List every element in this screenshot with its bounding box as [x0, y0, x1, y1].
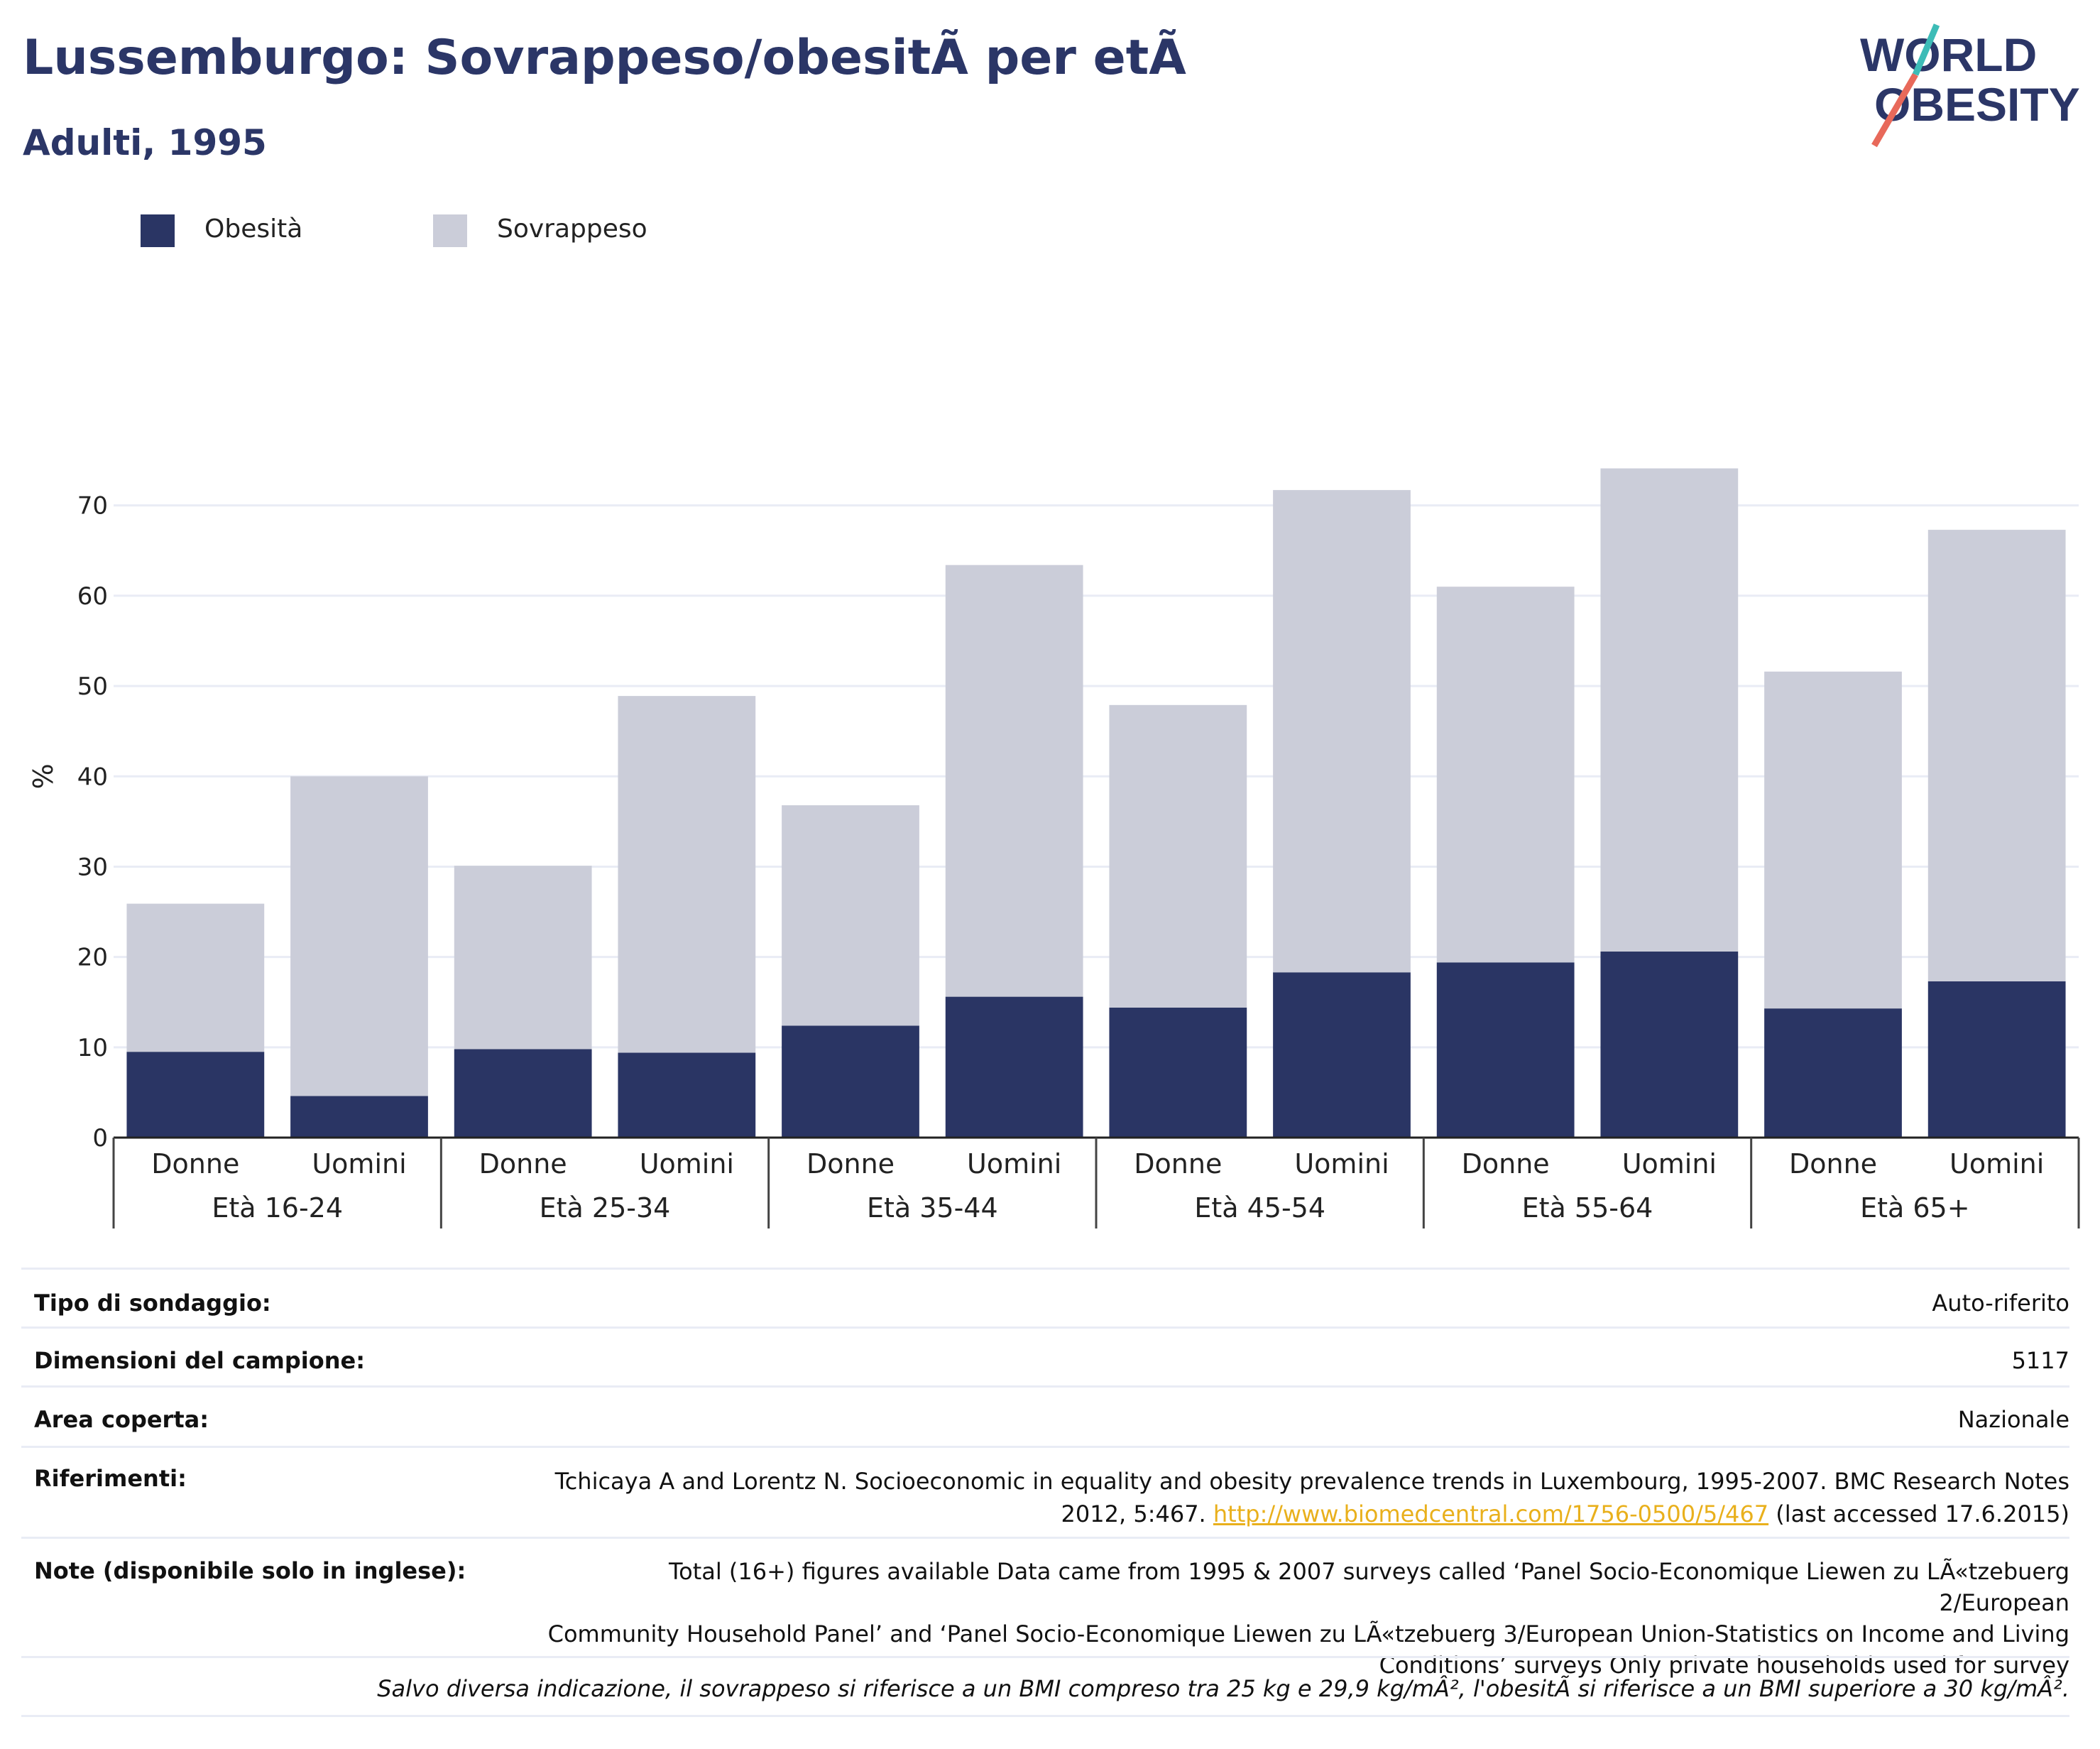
x-tick-label: Uomini	[312, 1148, 406, 1179]
info-row-references: Riferimenti: Tchicaya A and Lorentz N. S…	[21, 1446, 2069, 1537]
bar-sovrappeso	[782, 805, 919, 1026]
x-tick-label: Uomini	[1949, 1148, 2044, 1179]
info-row-notes: Note (disponibile solo in inglese): Tota…	[21, 1537, 2069, 1679]
x-tick-label: Uomini	[967, 1148, 1061, 1179]
y-tick-label: 30	[77, 853, 108, 881]
bar-obesita	[1273, 972, 1411, 1138]
group-label: Età 16-24	[212, 1192, 343, 1224]
x-tick-label: Donne	[1462, 1148, 1550, 1179]
y-tick-label: 40	[77, 763, 108, 791]
y-tick-label: 10	[77, 1034, 108, 1062]
x-tick-label: Donne	[806, 1148, 895, 1179]
info-key: Area coperta:	[34, 1406, 209, 1433]
info-row-footnote: Salvo diversa indicazione, il sovrappeso…	[21, 1656, 2069, 1717]
bar-obesita	[1600, 952, 1739, 1138]
group-label: Età 55-64	[1522, 1192, 1653, 1224]
bar-obesita	[1109, 1007, 1247, 1138]
survey-info-table: Tipo di sondaggio: Auto-riferito Dimensi…	[21, 1268, 2069, 1717]
info-value: 5117	[2011, 1347, 2069, 1374]
world-obesity-logo: WORLD OBESITY	[1860, 23, 2080, 148]
y-tick-label: 0	[92, 1124, 108, 1153]
info-row-area: Area coperta: Nazionale	[21, 1385, 2069, 1446]
reference-text: 2012, 5:467.	[1061, 1500, 1206, 1527]
bar-sovrappeso	[1600, 468, 1739, 952]
legend-label-sovrappeso: Sovrappeso	[497, 214, 647, 244]
info-value: Auto-riferito	[1932, 1290, 2069, 1317]
logo-slash-coral	[1871, 72, 1918, 148]
x-tick-label: Donne	[1789, 1148, 1877, 1179]
group-label: Età 25-34	[540, 1192, 671, 1224]
bar-obesita	[1436, 962, 1575, 1138]
legend-swatch-obesita	[141, 214, 175, 247]
bar-sovrappeso	[1273, 490, 1411, 973]
bar-sovrappeso	[1436, 587, 1575, 963]
stacked-bar-chart: 0 10 20 30 40 50 60 70% Donne Uomini Donne Uomini Do…	[28, 468, 2080, 1228]
notes-text: Community Household Panel’ and ‘Panel So…	[547, 1620, 2069, 1647]
x-tick-label: Donne	[479, 1148, 567, 1179]
notes-text: Total (16+) figures available Data came …	[669, 1558, 2069, 1616]
bar-obesita	[126, 1052, 265, 1138]
bar-sovrappeso	[290, 776, 428, 1096]
y-tick-label: 20	[77, 944, 108, 972]
logo-line-1: WORLD	[1860, 28, 2037, 81]
info-key: Tipo di sondaggio:	[34, 1290, 271, 1317]
y-tick-label: 70	[77, 492, 108, 521]
info-key: Note (disponibile solo in inglese):	[34, 1557, 466, 1584]
y-tick-label: 60	[77, 582, 108, 611]
info-key: Dimensioni del campione:	[34, 1347, 366, 1374]
x-tick-label: Donne	[1134, 1148, 1222, 1179]
bar-sovrappeso	[1927, 530, 2066, 981]
page-subtitle: Adulti, 1995	[23, 122, 267, 163]
group-label: Età 65+	[1860, 1192, 1969, 1224]
logo-line-2: OBESITY	[1874, 78, 2080, 131]
logo-slash-teal	[1912, 23, 1940, 76]
info-row-sample-size: Dimensioni del campione: 5117	[21, 1326, 2069, 1385]
group-label: Età 45-54	[1194, 1192, 1325, 1224]
y-tick-label: 50	[77, 672, 108, 701]
bar-sovrappeso	[618, 696, 756, 1053]
y-axis-label: %	[28, 763, 59, 789]
page-title: Lussemburgo: Sovrappeso/obesitÃ per etÃ	[23, 30, 1186, 86]
group-label: Età 35-44	[867, 1192, 998, 1224]
reference-link[interactable]: http://www.biomedcentral.com/1756-0500/5…	[1213, 1500, 1769, 1527]
info-value: Nazionale	[1957, 1406, 2069, 1433]
bar-obesita	[454, 1049, 592, 1138]
info-key: Riferimenti:	[34, 1465, 187, 1492]
bar-obesita	[782, 1025, 919, 1138]
bar-sovrappeso	[1764, 671, 1902, 1009]
bar-sovrappeso	[1109, 704, 1247, 1008]
bar-sovrappeso	[945, 565, 1083, 997]
x-tick-label: Uomini	[640, 1148, 734, 1179]
info-row-survey-type: Tipo di sondaggio: Auto-riferito	[21, 1268, 2069, 1326]
reference-text: (last accessed 17.6.2015)	[1776, 1500, 2069, 1527]
x-tick-label: Donne	[151, 1148, 239, 1179]
x-tick-label: Uomini	[1622, 1148, 1717, 1179]
bar-obesita	[1764, 1008, 1902, 1138]
info-value: Total (16+) figures available Data came …	[532, 1539, 2069, 1681]
info-value: Tchicaya A and Lorentz N. Socioeconomic …	[532, 1448, 2069, 1530]
bar-obesita	[1927, 981, 2066, 1138]
bar-sovrappeso	[454, 866, 592, 1050]
footnote: Salvo diversa indicazione, il sovrappeso…	[377, 1675, 2069, 1702]
x-tick-label: Uomini	[1294, 1148, 1389, 1179]
bar-obesita	[290, 1096, 428, 1138]
legend-label-obesita: Obesità	[204, 214, 303, 244]
bar-sovrappeso	[126, 903, 265, 1052]
legend-swatch-sovrappeso	[433, 214, 467, 247]
bar-obesita	[618, 1052, 756, 1138]
bar-obesita	[945, 996, 1083, 1138]
reference-text: Tchicaya A and Lorentz N. Socioeconomic …	[554, 1468, 2069, 1495]
